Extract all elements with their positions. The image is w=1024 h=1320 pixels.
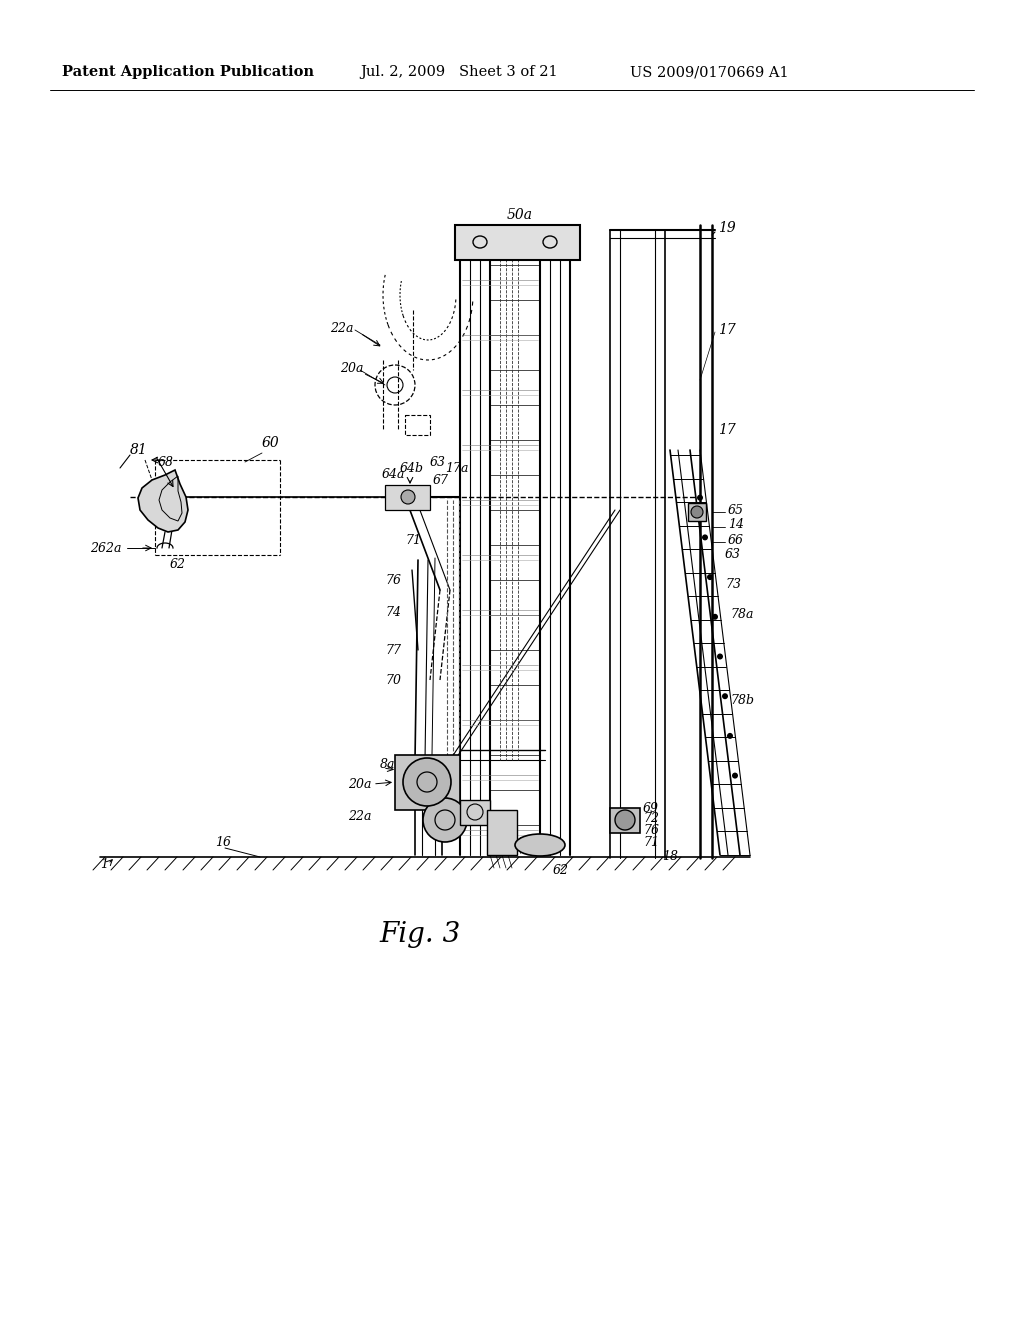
Circle shape bbox=[615, 810, 635, 830]
Bar bbox=[455, 224, 580, 260]
Text: Patent Application Publication: Patent Application Publication bbox=[62, 65, 314, 79]
Text: 22a: 22a bbox=[348, 809, 372, 822]
Text: 66: 66 bbox=[728, 533, 744, 546]
Text: 20a: 20a bbox=[348, 777, 372, 791]
Text: 8a: 8a bbox=[380, 759, 395, 771]
Circle shape bbox=[712, 614, 718, 620]
Text: 74: 74 bbox=[385, 606, 401, 619]
Circle shape bbox=[403, 758, 451, 807]
Circle shape bbox=[717, 653, 723, 660]
Text: 63: 63 bbox=[430, 455, 446, 469]
Text: 64a: 64a bbox=[382, 467, 406, 480]
Text: 65: 65 bbox=[728, 503, 744, 516]
Text: 18: 18 bbox=[662, 850, 678, 863]
Text: 62: 62 bbox=[170, 557, 186, 570]
Bar bbox=[610, 808, 640, 833]
Circle shape bbox=[732, 772, 738, 779]
Bar bbox=[487, 810, 517, 855]
Circle shape bbox=[697, 495, 703, 500]
Text: 67: 67 bbox=[433, 474, 449, 487]
Bar bbox=[406, 414, 430, 436]
Text: 22a: 22a bbox=[330, 322, 353, 334]
Bar bbox=[460, 800, 490, 825]
Text: 17a: 17a bbox=[445, 462, 469, 474]
Text: 1: 1 bbox=[100, 858, 108, 870]
Circle shape bbox=[423, 799, 467, 842]
Text: Jul. 2, 2009   Sheet 3 of 21: Jul. 2, 2009 Sheet 3 of 21 bbox=[360, 65, 558, 79]
Bar bbox=[395, 755, 460, 810]
Text: 71: 71 bbox=[643, 837, 659, 850]
Text: 50a: 50a bbox=[507, 209, 534, 222]
Circle shape bbox=[702, 535, 708, 540]
Circle shape bbox=[401, 490, 415, 504]
Text: 64b: 64b bbox=[400, 462, 424, 474]
Circle shape bbox=[707, 574, 713, 579]
Text: 17: 17 bbox=[718, 422, 736, 437]
Text: 60: 60 bbox=[262, 436, 280, 450]
Text: 19: 19 bbox=[718, 220, 736, 235]
Text: 62: 62 bbox=[553, 863, 569, 876]
Text: 262a: 262a bbox=[90, 541, 122, 554]
Circle shape bbox=[727, 733, 733, 739]
Text: 69: 69 bbox=[643, 801, 659, 814]
Polygon shape bbox=[138, 470, 188, 532]
Text: Fig. 3: Fig. 3 bbox=[379, 921, 461, 949]
Text: US 2009/0170669 A1: US 2009/0170669 A1 bbox=[630, 65, 788, 79]
Text: 71: 71 bbox=[406, 533, 421, 546]
Text: 76: 76 bbox=[385, 573, 401, 586]
Bar bbox=[688, 503, 706, 521]
Text: 63: 63 bbox=[725, 549, 741, 561]
Bar bbox=[385, 484, 430, 510]
Text: 68: 68 bbox=[158, 455, 174, 469]
Text: 20a: 20a bbox=[340, 362, 364, 375]
Text: 78a: 78a bbox=[730, 609, 754, 622]
Ellipse shape bbox=[515, 834, 565, 855]
Text: 14: 14 bbox=[728, 519, 744, 532]
Circle shape bbox=[691, 506, 703, 517]
Text: 72: 72 bbox=[643, 812, 659, 825]
Circle shape bbox=[722, 693, 728, 700]
Text: 78b: 78b bbox=[730, 693, 754, 706]
Text: 76: 76 bbox=[643, 824, 659, 837]
Text: 16: 16 bbox=[215, 837, 231, 850]
Text: 77: 77 bbox=[385, 644, 401, 656]
Text: 70: 70 bbox=[385, 673, 401, 686]
Text: 17: 17 bbox=[718, 323, 736, 337]
Text: 81: 81 bbox=[130, 444, 147, 457]
Text: 73: 73 bbox=[725, 578, 741, 591]
